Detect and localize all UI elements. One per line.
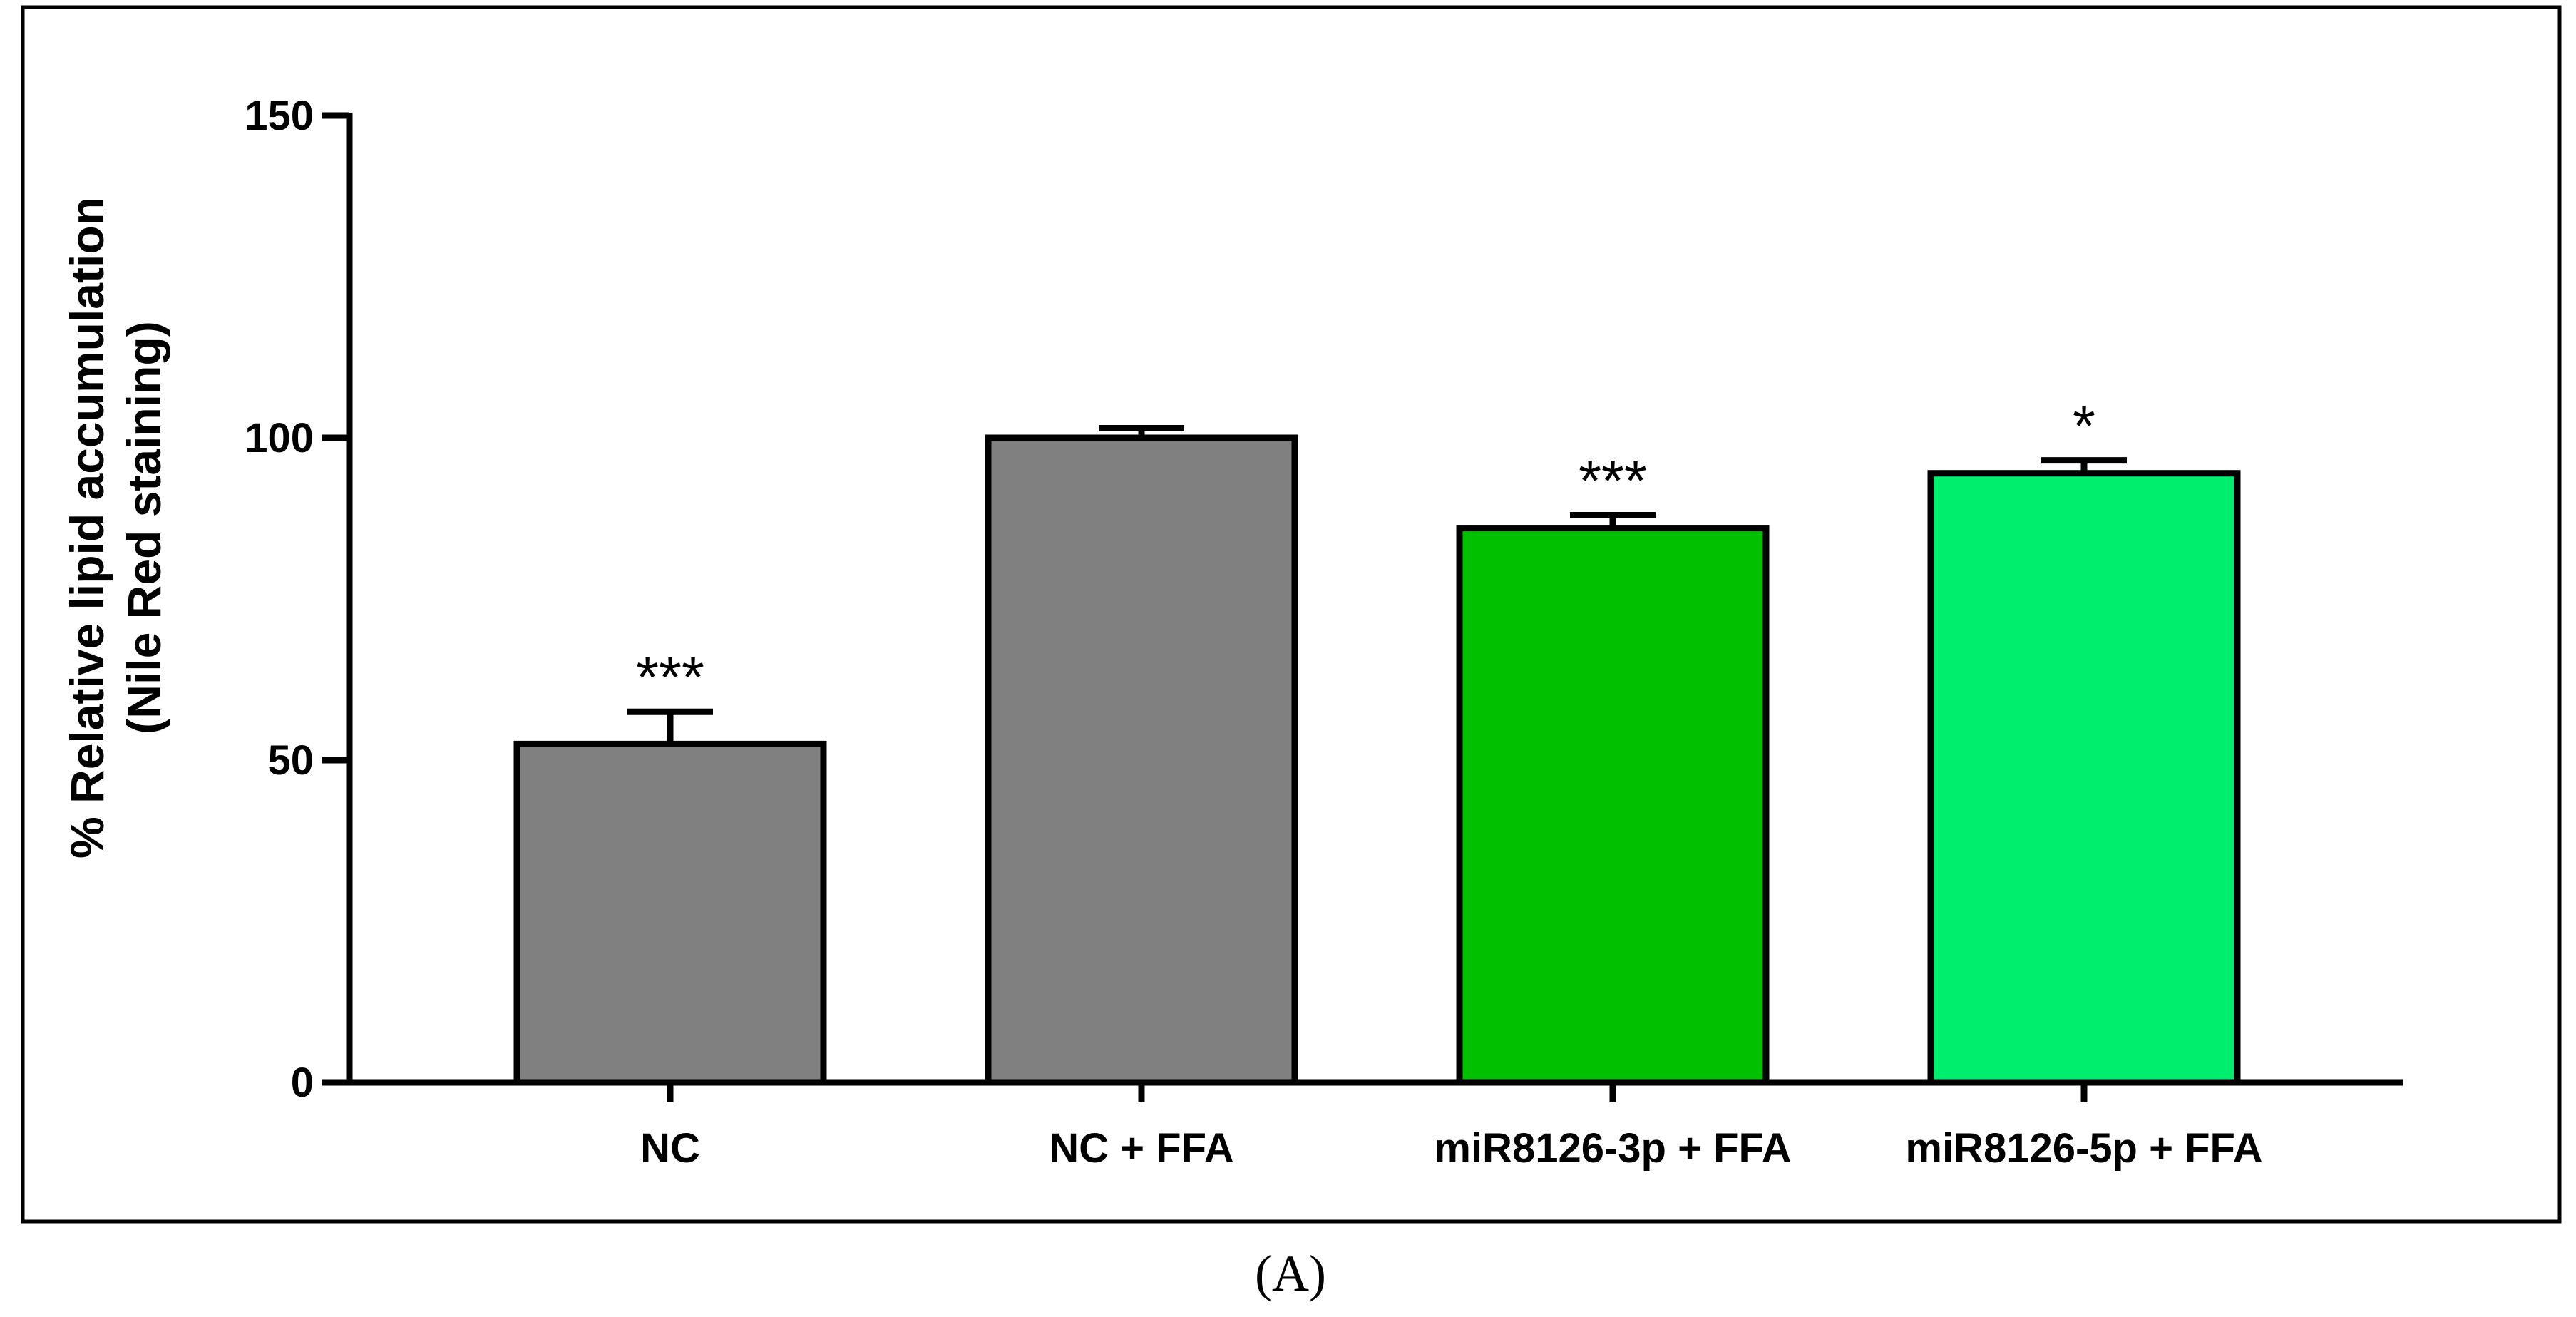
y-tick-label: 150: [245, 93, 314, 139]
x-tick-label: miR8126-3p + FFA: [1434, 1125, 1791, 1172]
significance-mark: *: [2073, 394, 2095, 459]
panel-label: (A): [1255, 1245, 1326, 1302]
x-tick-label: miR8126-5p + FFA: [1905, 1125, 2262, 1172]
x-tick-label: NC + FFA: [1049, 1125, 1233, 1172]
y-tick-label: 100: [245, 415, 314, 461]
bar-nc-ffa: [985, 434, 1298, 1086]
bar-mir8126-5p-ffa: [1927, 470, 2241, 1086]
y-tick-label: 50: [267, 737, 314, 784]
y-tick-label: 0: [291, 1060, 314, 1106]
x-tick-label: NC: [640, 1125, 700, 1172]
bar-nc: [513, 740, 827, 1086]
bar-mir8126-3p-ffa: [1456, 525, 1770, 1086]
y-axis-label: % Relative lipid accumulation (Nile Red …: [61, 197, 170, 859]
y-axis-label-line-1: % Relative lipid accumulation: [61, 197, 113, 859]
plot-area: *** NC NC + FFA *** miR8126-3p + FFA * miR8126…: [245, 93, 2403, 1172]
significance-mark: ***: [636, 645, 704, 710]
significance-mark: ***: [1579, 449, 1647, 513]
y-axis-label-line-2: (Nile Red staining): [118, 321, 170, 734]
figure-frame: [21, 5, 2562, 1224]
